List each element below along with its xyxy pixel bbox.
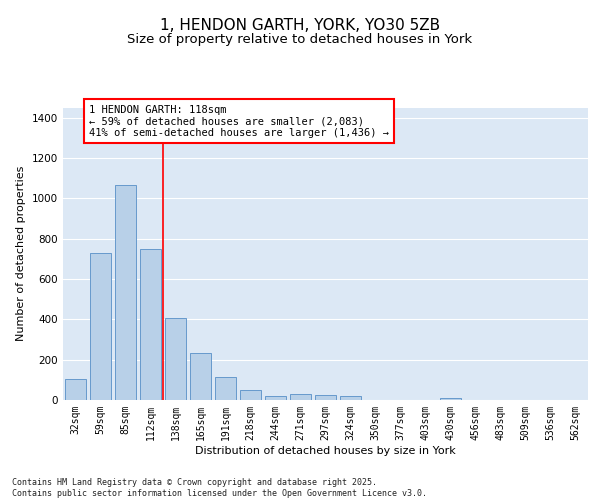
Bar [315,395,336,400]
Text: Contains HM Land Registry data © Crown copyright and database right 2025.
Contai: Contains HM Land Registry data © Crown c… [12,478,427,498]
Bar [290,394,311,400]
Bar [190,352,211,400]
Y-axis label: Number of detached properties: Number of detached properties [16,166,26,342]
Bar [115,185,136,400]
Bar [90,252,111,400]
Bar [265,396,286,400]
Bar [165,318,186,400]
Bar [440,398,461,400]
Bar [215,377,236,400]
Text: 1, HENDON GARTH, YORK, YO30 5ZB: 1, HENDON GARTH, YORK, YO30 5ZB [160,18,440,32]
Bar [240,390,261,400]
X-axis label: Distribution of detached houses by size in York: Distribution of detached houses by size … [195,446,456,456]
Bar [340,396,361,400]
Text: Size of property relative to detached houses in York: Size of property relative to detached ho… [127,32,473,46]
Bar [65,379,86,400]
Bar [140,248,161,400]
Text: 1 HENDON GARTH: 118sqm
← 59% of detached houses are smaller (2,083)
41% of semi-: 1 HENDON GARTH: 118sqm ← 59% of detached… [89,104,389,138]
